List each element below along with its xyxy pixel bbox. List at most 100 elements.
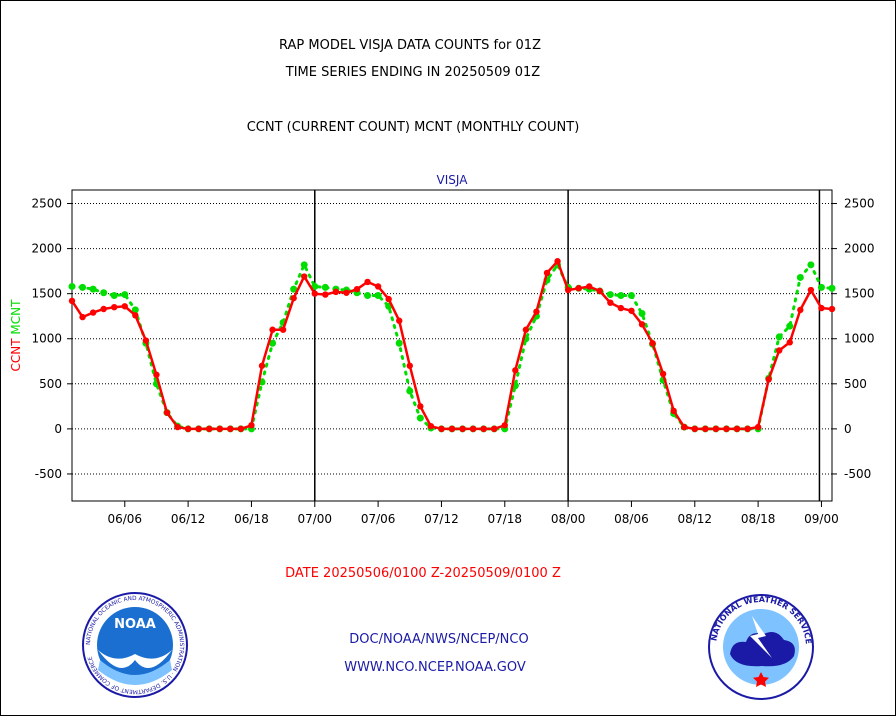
data-point-ccnt — [797, 306, 804, 314]
data-point-ccnt — [733, 425, 741, 433]
y-tick-label-right: 2000 — [844, 242, 875, 256]
data-point-ccnt — [132, 312, 139, 319]
data-point-ccnt — [681, 423, 688, 431]
nws-star-icon — [753, 672, 769, 687]
x-tick-label: 06/18 — [234, 512, 269, 526]
data-point-mcnt — [638, 309, 646, 317]
data-point-ccnt — [586, 283, 593, 290]
data-point-ccnt — [417, 403, 424, 410]
data-point-mcnt — [817, 283, 825, 291]
data-point-ccnt — [723, 425, 730, 433]
data-point-ccnt — [691, 425, 698, 433]
data-point-ccnt — [512, 367, 519, 374]
data-point-ccnt — [195, 425, 202, 433]
data-point-ccnt — [596, 287, 603, 295]
data-point-ccnt — [744, 425, 751, 433]
chart-title-line-1: RAP MODEL VISJA DATA COUNTS for 01Z — [279, 38, 541, 53]
data-point-ccnt — [491, 425, 498, 433]
data-point-ccnt — [522, 326, 530, 333]
chart-subtitle-legend: CCNT (CURRENT COUNT) MCNT (MONTHLY COUNT… — [246, 120, 580, 135]
nws-lightning-icon — [750, 616, 772, 658]
x-tick-label: 08/12 — [677, 512, 712, 526]
data-point-ccnt — [184, 425, 192, 433]
data-point-ccnt — [353, 285, 361, 293]
data-point-ccnt — [702, 425, 709, 433]
data-point-ccnt — [607, 299, 614, 306]
data-point-mcnt — [79, 283, 87, 291]
data-point-mcnt — [374, 291, 382, 299]
data-point-mcnt — [807, 261, 815, 269]
data-point-ccnt — [828, 305, 836, 313]
x-tick-label: 08/06 — [614, 512, 649, 526]
noaa-logo-lower-band — [98, 660, 172, 685]
y-tick-label-right: 0 — [844, 422, 852, 436]
data-point-mcnt — [786, 322, 794, 330]
y-tick-label-right: -500 — [844, 467, 871, 481]
time-series-chart: -500 -500 0 0 500 500 1000 1000 1500 1500 2000 2000… — [9, 173, 875, 526]
data-point-ccnt — [216, 425, 223, 433]
data-point-ccnt — [311, 290, 318, 297]
x-tick-label: 07/12 — [424, 512, 459, 526]
data-point-ccnt — [438, 425, 445, 433]
x-tick-label: 09/00 — [804, 512, 839, 526]
data-point-ccnt — [174, 423, 181, 431]
data-point-ccnt — [659, 370, 667, 378]
x-tick-label: 08/00 — [551, 512, 586, 526]
data-point-mcnt — [364, 291, 372, 299]
data-point-ccnt — [670, 407, 677, 415]
noaa-logo[interactable]: NOAA NATIONAL OCEANIC AND ATMOSPHERIC AD… — [80, 590, 190, 700]
data-point-ccnt — [343, 289, 350, 296]
data-point-ccnt — [543, 269, 551, 277]
y-tick-label-left: 2500 — [31, 197, 62, 211]
data-point-ccnt — [406, 362, 413, 369]
date-range-label: DATE 20250506/0100 Z-20250509/0100 Z — [285, 566, 561, 581]
data-point-ccnt — [564, 286, 572, 294]
data-point-ccnt — [111, 303, 118, 311]
data-point-ccnt — [617, 304, 625, 312]
data-point-mcnt — [131, 306, 139, 314]
data-point-mcnt — [311, 282, 319, 290]
x-tick-label: 07/18 — [487, 512, 522, 526]
data-point-ccnt — [332, 288, 340, 296]
data-point-ccnt — [237, 425, 245, 433]
data-point-mcnt — [775, 333, 783, 341]
y-axis-label-mcnt: MCNT — [9, 299, 23, 335]
data-point-mcnt — [617, 291, 625, 299]
data-point-ccnt — [79, 313, 86, 321]
data-point-ccnt — [206, 425, 213, 433]
data-point-ccnt — [121, 303, 128, 310]
data-point-ccnt — [776, 347, 783, 354]
x-tick-label: 07/06 — [361, 512, 396, 526]
data-point-ccnt — [533, 308, 540, 315]
nws-logo[interactable]: NATIONAL WEATHER SERVICE — [706, 592, 816, 702]
data-point-ccnt — [290, 294, 297, 302]
data-point-mcnt — [121, 291, 129, 299]
data-point-ccnt — [628, 307, 635, 314]
y-tick-label-right: 1000 — [844, 332, 875, 346]
data-point-ccnt — [649, 340, 656, 347]
data-point-ccnt — [374, 283, 382, 290]
data-point-ccnt — [89, 309, 97, 316]
data-point-mcnt — [606, 291, 614, 299]
x-tick-label: 07/00 — [297, 512, 332, 526]
data-point-ccnt — [554, 258, 561, 265]
data-point-ccnt — [575, 285, 582, 292]
nws-cloud-icon — [730, 632, 795, 667]
data-point-ccnt — [754, 423, 762, 431]
data-point-mcnt — [406, 387, 414, 395]
noaa-logo-text: NOAA — [114, 617, 156, 632]
y-tick-label-left: 500 — [39, 377, 62, 391]
y-tick-label-right: 2500 — [844, 197, 875, 211]
data-point-ccnt — [269, 326, 276, 333]
data-point-ccnt — [385, 295, 392, 303]
doc-noaa-link[interactable]: DOC/NOAA/NWS/NCEP/NCO — [349, 632, 529, 647]
y-tick-label-left: 2000 — [31, 242, 62, 256]
data-point-ccnt — [818, 304, 825, 312]
data-point-ccnt — [100, 305, 107, 313]
data-point-ccnt — [396, 317, 403, 324]
y-tick-label-left: 1000 — [31, 332, 62, 346]
noaa-seagull-icon — [98, 650, 172, 668]
nco-website-link[interactable]: WWW.NCO.NCEP.NOAA.GOV — [344, 660, 526, 675]
data-point-ccnt — [501, 422, 508, 429]
